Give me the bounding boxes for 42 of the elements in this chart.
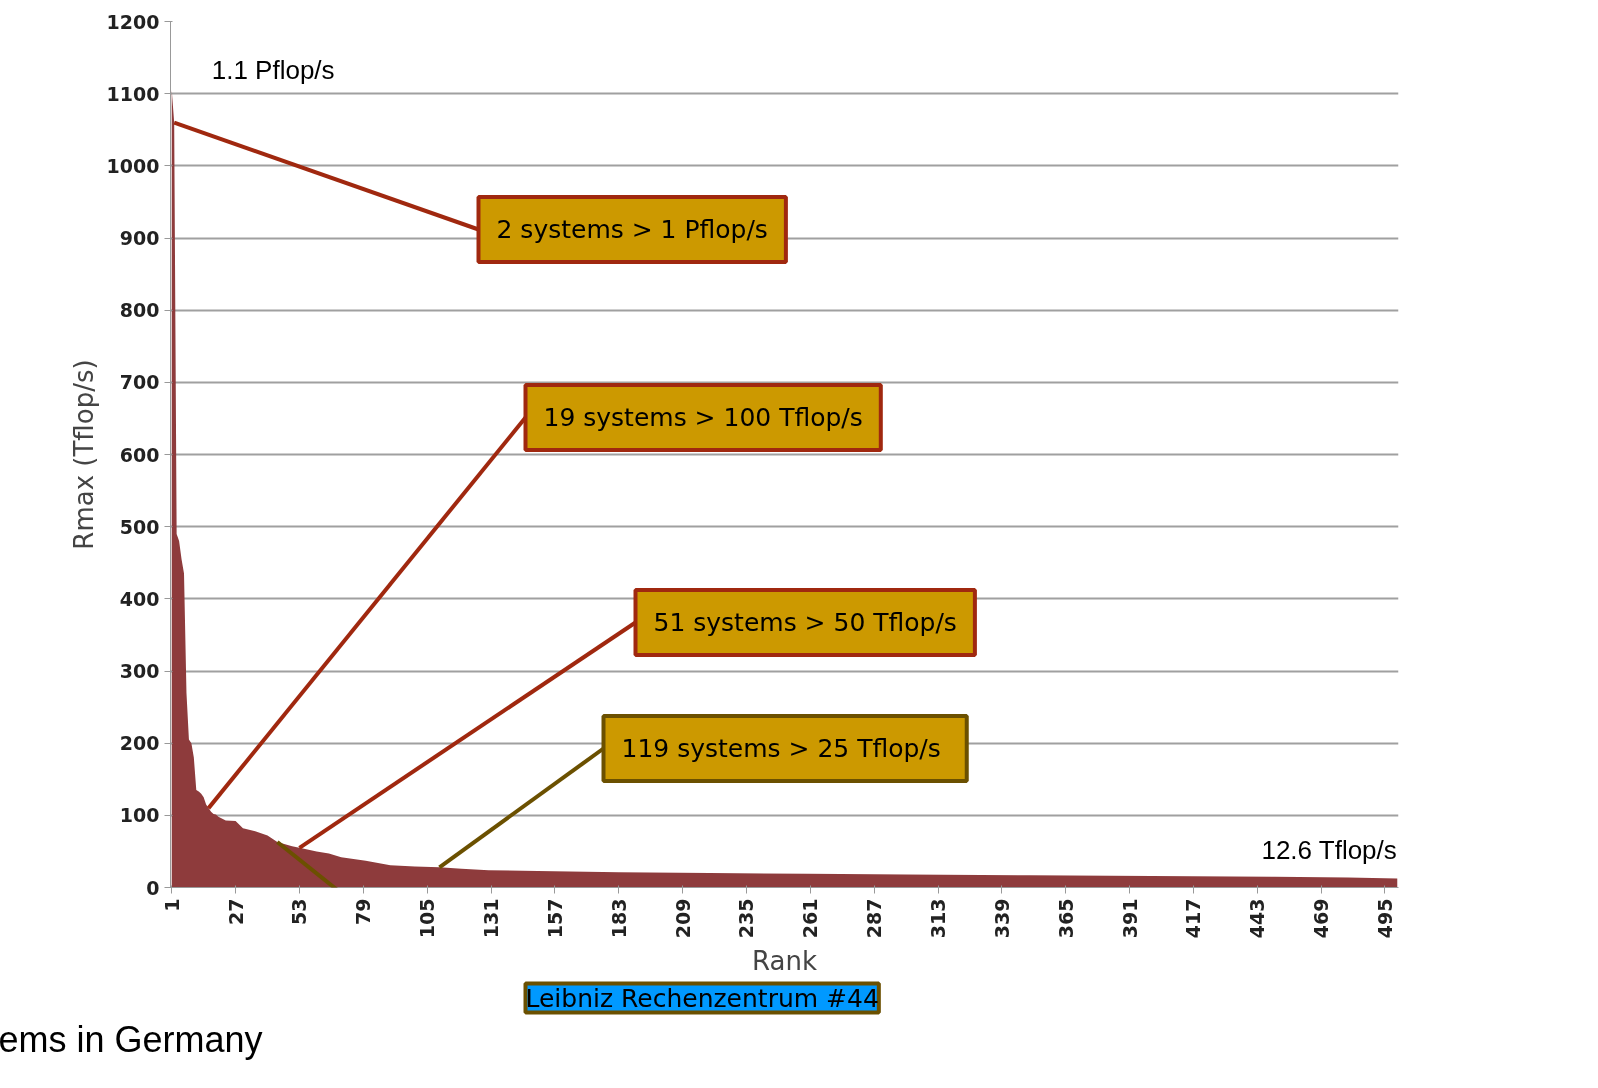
x-tick-label: 79	[352, 898, 375, 925]
y-axis-title: Rmax (Tflop/s)	[68, 359, 99, 550]
text: ems in Germany	[0, 1018, 263, 1060]
y-tick-label: 500	[119, 515, 160, 538]
y-tick-label: 100	[119, 804, 160, 827]
x-tick-label: 27	[224, 898, 247, 925]
x-tick-label: 105	[416, 898, 439, 939]
x-tick-label: 339	[990, 898, 1013, 939]
annotation: 119 systems > 25 Tflop/s	[621, 734, 941, 763]
y-tick-label: 0	[146, 876, 160, 899]
x-tick-label: 183	[607, 898, 630, 939]
y-tick-label: 300	[119, 660, 160, 682]
annotation: 2 systems > 1 Pflop/s	[496, 215, 768, 244]
x-tick-label: 157	[543, 898, 566, 939]
x-tick-label: 495	[1373, 898, 1396, 939]
annotation: 51 systems > 50 Tflop/s	[653, 608, 957, 637]
x-tick-label: 261	[799, 898, 822, 939]
x-tick-label: 313	[927, 898, 949, 939]
x-tick-label: 53	[288, 898, 311, 925]
x-tick-label: 287	[863, 898, 886, 939]
annotation: 19 systems > 100 Tflop/s	[543, 403, 863, 432]
x-tick-label: 391	[1118, 898, 1141, 939]
x-tick-label: 469	[1310, 898, 1333, 939]
y-tick-label: 800	[119, 299, 160, 322]
x-tick-label: 235	[735, 898, 758, 939]
x-axis-title: Rank	[752, 946, 817, 977]
y-tick-label: 1100	[106, 82, 160, 105]
x-tick-label: 417	[1182, 898, 1205, 939]
y-tick-label: 1200	[106, 10, 160, 33]
y-tick-label: 600	[119, 443, 160, 466]
x-tick-label: 443	[1246, 898, 1269, 939]
y-tick-label: 700	[119, 371, 160, 394]
x-tick-label: 1	[160, 898, 183, 912]
annotation: 12.6 Tflop/s	[1261, 835, 1397, 866]
y-tick-label: 1000	[106, 154, 160, 177]
x-tick-label: 209	[671, 898, 694, 939]
annotation: 1.1 Pflop/s	[211, 55, 335, 86]
y-tick-label: 200	[119, 732, 160, 755]
x-tick-label: 365	[1054, 898, 1077, 939]
y-tick-label: 900	[119, 227, 160, 249]
y-tick-label: 400	[119, 587, 160, 610]
x-tick-label: 131	[480, 898, 503, 939]
